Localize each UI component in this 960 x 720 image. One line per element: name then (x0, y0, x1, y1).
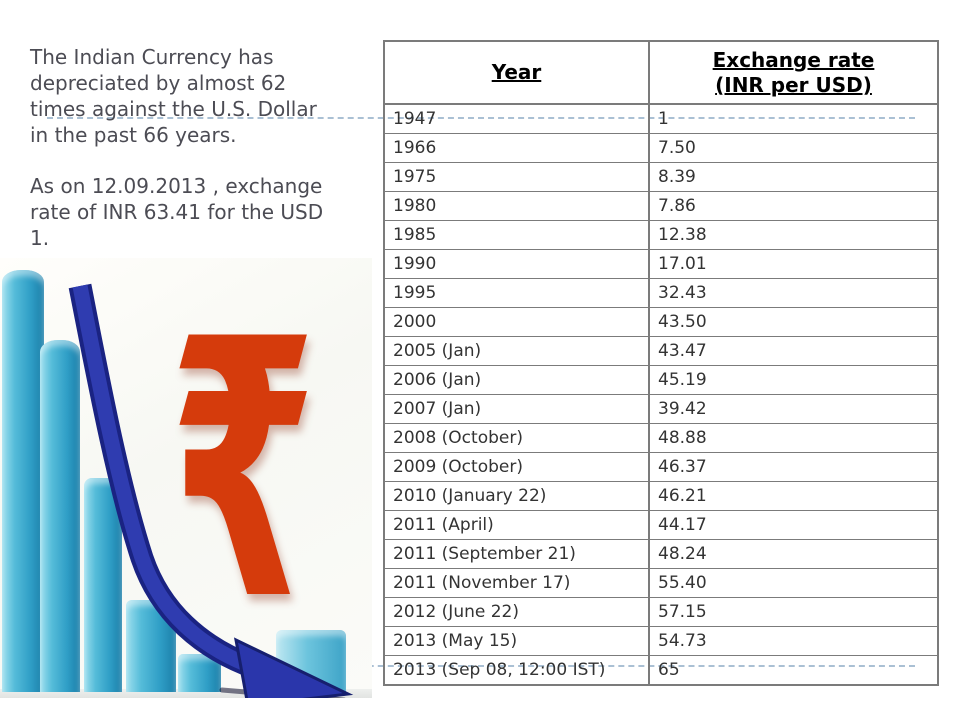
year-cell: 2000 (383, 307, 650, 337)
rate-cell: 44.17 (648, 510, 939, 540)
table-row: 2011 (April) 44.17 (383, 510, 939, 540)
table-row: 1985 12.38 (383, 220, 939, 250)
bar-chart-bar (2, 270, 44, 692)
text-line: 1. (30, 226, 50, 250)
currency-decline-image: ₹ (0, 258, 372, 698)
table-row: 2007 (Jan) 39.42 (383, 394, 939, 424)
year-cell: 1995 (383, 278, 650, 308)
text-line: As on 12.09.2013 , exchange (30, 174, 323, 198)
table-row: 2013 (May 15) 54.73 (383, 626, 939, 656)
text-line: in the past 66 years. (30, 123, 237, 147)
year-cell: 2011 (April) (383, 510, 650, 540)
year-cell: 2009 (October) (383, 452, 650, 482)
year-cell: 2007 (Jan) (383, 394, 650, 424)
text-line: The Indian Currency has (30, 45, 274, 69)
year-column-header: Year (383, 40, 650, 105)
table-row: 1947 1 (383, 103, 939, 134)
rate-cell: 48.24 (648, 539, 939, 569)
year-cell: 2008 (October) (383, 423, 650, 453)
rate-cell: 45.19 (648, 365, 939, 395)
text-line: times against the U.S. Dollar (30, 97, 317, 121)
bar-chart-bar (84, 478, 122, 692)
year-cell: 1990 (383, 249, 650, 279)
year-cell: 1975 (383, 162, 650, 192)
table-row: 2005 (Jan) 43.47 (383, 336, 939, 366)
rate-header-line1: Exchange rate (712, 47, 875, 72)
rate-cell: 48.88 (648, 423, 939, 453)
rate-cell: 46.37 (648, 452, 939, 482)
year-cell: 2013 (May 15) (383, 626, 650, 656)
rate-cell: 8.39 (648, 162, 939, 192)
rate-cell: 1 (648, 103, 939, 134)
table-row: 2011 (November 17) 55.40 (383, 568, 939, 598)
table-row: 1990 17.01 (383, 249, 939, 279)
table-row: 2006 (Jan) 45.19 (383, 365, 939, 395)
rate-cell: 32.43 (648, 278, 939, 308)
downward-arrow-icon (68, 283, 354, 698)
rate-cell: 43.47 (648, 336, 939, 366)
intro-paragraph-1: The Indian Currency has depreciated by a… (30, 44, 360, 148)
table-row: 1975 8.39 (383, 162, 939, 192)
rate-cell: 39.42 (648, 394, 939, 424)
rate-column-header: Exchange rate (INR per USD) (648, 40, 939, 105)
table-row: 2011 (September 21) 48.24 (383, 539, 939, 569)
table-header-row: Year Exchange rate (INR per USD) (383, 40, 939, 105)
rate-cell: 46.21 (648, 481, 939, 511)
rate-cell: 17.01 (648, 249, 939, 279)
table-row: 1980 7.86 (383, 191, 939, 221)
table-row: 2010 (January 22) 46.21 (383, 481, 939, 511)
year-cell: 1966 (383, 133, 650, 163)
rate-cell: 7.50 (648, 133, 939, 163)
year-cell: 2010 (January 22) (383, 481, 650, 511)
table-row: 2009 (October) 46.37 (383, 452, 939, 482)
rate-cell: 12.38 (648, 220, 939, 250)
year-cell: 2006 (Jan) (383, 365, 650, 395)
year-cell: 2011 (September 21) (383, 539, 650, 569)
table-row: 1995 32.43 (383, 278, 939, 308)
rate-cell: 57.15 (648, 597, 939, 627)
rate-cell: 7.86 (648, 191, 939, 221)
image-floor (0, 689, 372, 698)
intro-paragraph-2: As on 12.09.2013 , exchange rate of INR … (30, 173, 360, 251)
rate-header-line2: (INR per USD) (715, 72, 872, 97)
year-cell: 2012 (June 22) (383, 597, 650, 627)
year-cell: 1980 (383, 191, 650, 221)
exchange-rate-table: Year Exchange rate (INR per USD) 1947 1 … (383, 40, 939, 686)
year-header-label: Year (491, 60, 542, 84)
table-row: 2012 (June 22) 57.15 (383, 597, 939, 627)
table-row: 2008 (October) 48.88 (383, 423, 939, 453)
rate-cell: 55.40 (648, 568, 939, 598)
text-line: depreciated by almost 62 (30, 71, 287, 95)
table-row: 1966 7.50 (383, 133, 939, 163)
text-line: rate of INR 63.41 for the USD (30, 200, 324, 224)
year-cell: 1947 (383, 103, 650, 134)
intro-text-block: The Indian Currency has depreciated by a… (30, 44, 360, 251)
rate-cell: 54.73 (648, 626, 939, 656)
year-cell: 2005 (Jan) (383, 336, 650, 366)
year-cell: 2013 (Sep 08, 12:00 IST) (383, 655, 650, 686)
table-row: 2000 43.50 (383, 307, 939, 337)
rupee-symbol: ₹ (168, 264, 318, 678)
bar-chart-bar (40, 340, 80, 692)
year-cell: 2011 (November 17) (383, 568, 650, 598)
rate-cell: 43.50 (648, 307, 939, 337)
rate-cell: 65 (648, 655, 939, 686)
table-row: 2013 (Sep 08, 12:00 IST) 65 (383, 655, 939, 686)
year-cell: 1985 (383, 220, 650, 250)
